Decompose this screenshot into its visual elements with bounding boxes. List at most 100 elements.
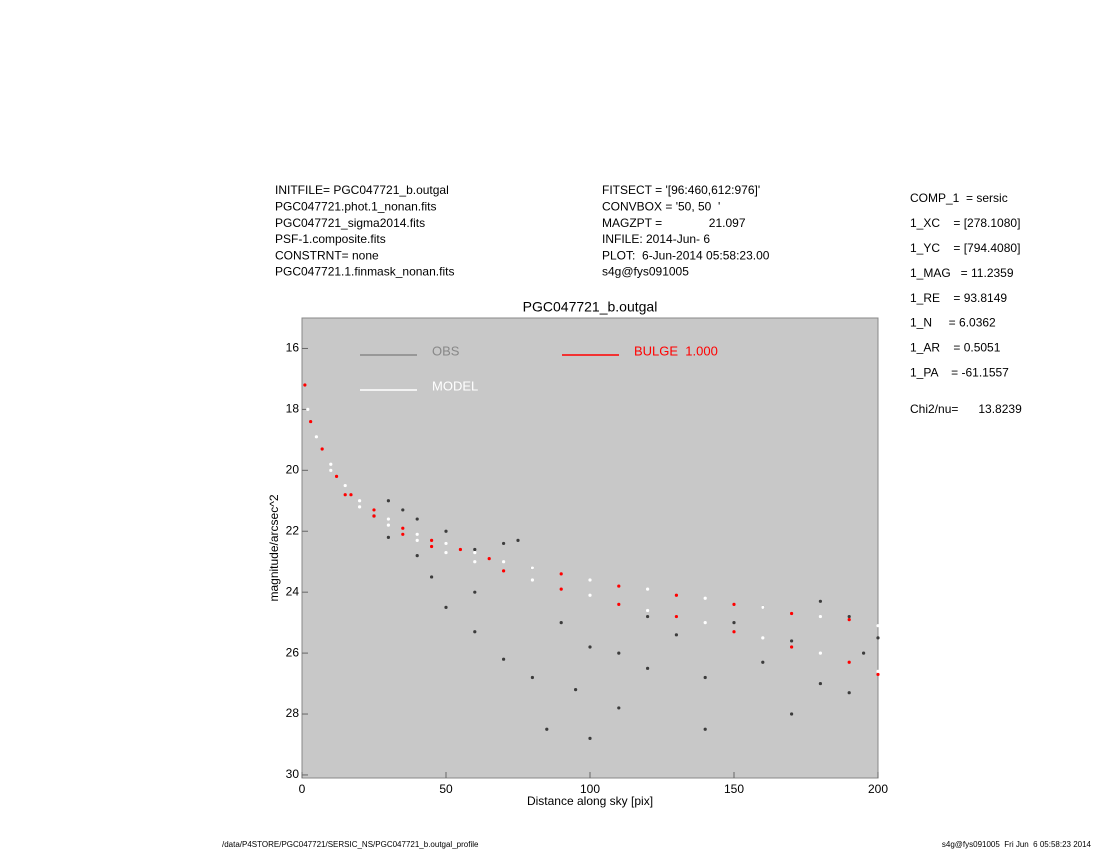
data-point xyxy=(306,407,310,411)
data-point xyxy=(761,605,765,610)
data-point xyxy=(309,419,313,424)
legend-label: BULGE 1.000 xyxy=(634,343,718,358)
header-middle: s4g@fys091005 xyxy=(602,265,689,279)
data-point xyxy=(646,614,650,619)
data-point xyxy=(703,675,707,680)
data-point xyxy=(761,660,765,664)
data-point xyxy=(876,636,880,640)
data-point xyxy=(430,544,434,549)
data-point xyxy=(320,447,324,451)
header-right: 1_AR = 0.5051 xyxy=(910,341,1001,355)
data-point xyxy=(847,660,851,664)
data-point xyxy=(876,672,880,677)
data-point xyxy=(329,462,333,466)
data-point xyxy=(358,505,362,509)
data-point xyxy=(732,630,736,634)
data-point xyxy=(487,557,491,561)
data-point xyxy=(415,538,419,542)
data-point xyxy=(444,605,448,610)
data-point xyxy=(545,727,549,731)
data-point xyxy=(415,554,419,558)
footer-left: /data/P4STORE/PGC047721/SERSIC_NS/PGC047… xyxy=(222,840,479,849)
data-point xyxy=(588,736,592,740)
data-point xyxy=(444,550,448,555)
data-point xyxy=(530,566,535,570)
header-left: PGC047721.1.finmask_nonan.fits xyxy=(275,265,454,279)
data-point xyxy=(502,569,506,573)
data-point xyxy=(386,523,390,527)
data-point xyxy=(358,499,362,503)
chart-title: PGC047721_b.outgal xyxy=(523,299,658,315)
header-right: 1_MAG = 11.2359 xyxy=(910,266,1014,280)
data-point xyxy=(818,681,823,686)
data-point xyxy=(862,651,866,655)
x-tick-label: 200 xyxy=(868,782,888,796)
data-point xyxy=(674,593,679,597)
header-middle: INFILE: 2014-Jun- 6 xyxy=(602,232,710,246)
y-tick-label: 30 xyxy=(286,767,300,781)
data-point xyxy=(473,560,477,564)
data-point xyxy=(818,651,823,655)
header-middle: CONVBOX = '50, 50 ' xyxy=(602,199,720,213)
data-point xyxy=(502,560,506,564)
header-right: COMP_1 = sersic xyxy=(910,191,1008,205)
data-point xyxy=(790,611,794,616)
data-point xyxy=(530,578,535,582)
data-point xyxy=(458,547,462,552)
x-tick-label: 50 xyxy=(439,782,453,796)
header-right: 1_RE = 93.8149 xyxy=(910,291,1007,305)
data-point xyxy=(818,614,823,619)
x-tick-label: 150 xyxy=(724,782,744,796)
legend-label: OBS xyxy=(432,343,460,358)
data-point xyxy=(473,590,477,594)
data-point xyxy=(386,517,390,521)
data-point xyxy=(386,499,390,503)
data-point xyxy=(516,538,520,542)
data-point xyxy=(703,596,707,600)
y-axis-label: magnitude/arcsec^2 xyxy=(267,494,281,601)
header-left: PGC047721.phot.1_nonan.fits xyxy=(275,199,436,213)
data-point xyxy=(674,633,679,637)
header-right: 1_N = 6.0362 xyxy=(910,316,996,330)
data-point xyxy=(703,727,707,731)
data-point xyxy=(386,535,390,539)
header-left: PSF-1.composite.fits xyxy=(275,232,386,246)
data-point xyxy=(329,468,333,472)
y-tick-label: 16 xyxy=(286,341,300,355)
header-middle: FITSECT = '[96:460,612:976]' xyxy=(602,183,760,197)
data-point xyxy=(502,541,506,546)
data-point xyxy=(761,636,765,640)
plot-area xyxy=(301,317,879,779)
header-left: PGC047721_sigma2014.fits xyxy=(275,216,425,230)
data-point xyxy=(444,529,448,533)
data-point xyxy=(732,621,736,625)
data-point xyxy=(401,526,405,530)
data-point xyxy=(401,532,405,536)
data-point xyxy=(588,645,592,649)
chi-square: Chi2/nu= 13.8239 xyxy=(910,402,1022,416)
data-point xyxy=(343,483,347,488)
y-tick-label: 22 xyxy=(286,523,300,537)
data-point xyxy=(473,550,477,555)
data-point xyxy=(559,621,563,625)
data-point xyxy=(401,508,405,512)
data-point xyxy=(876,624,880,628)
data-point xyxy=(617,706,621,710)
data-point xyxy=(617,602,621,606)
data-point xyxy=(574,688,578,692)
header-left: INITFILE= PGC047721_b.outgal xyxy=(275,183,449,197)
data-point xyxy=(847,617,851,622)
data-point xyxy=(790,645,794,649)
data-point xyxy=(646,608,650,613)
data-point xyxy=(473,547,477,552)
data-point xyxy=(372,508,376,512)
data-point xyxy=(502,657,506,661)
data-point xyxy=(646,666,650,670)
data-point xyxy=(415,517,419,521)
data-point xyxy=(303,383,307,387)
y-tick-label: 28 xyxy=(286,706,300,720)
x-tick-label: 100 xyxy=(580,782,600,796)
data-point xyxy=(732,602,736,606)
data-point xyxy=(847,691,851,695)
